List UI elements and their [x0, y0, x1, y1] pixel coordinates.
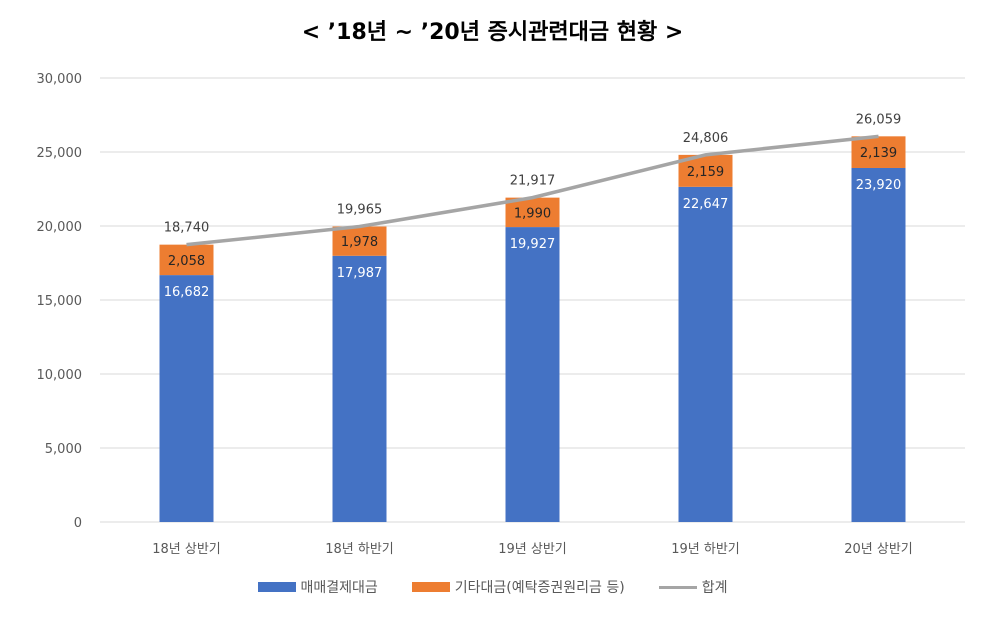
line-total — [186, 134, 879, 247]
data-label-total: 19,965 — [337, 203, 383, 218]
data-label-total: 24,806 — [683, 131, 729, 146]
data-label-other: 2,139 — [860, 146, 897, 161]
x-tick-label: 18년 하반기 — [325, 542, 394, 557]
legend-swatch — [411, 582, 450, 592]
legend-item-trade: 매매결제대금 — [257, 577, 378, 597]
y-tick-label: 15,000 — [37, 294, 83, 309]
data-label-other: 2,058 — [168, 254, 205, 269]
x-tick-label: 18년 상반기 — [152, 542, 221, 557]
data-label-trade: 22,647 — [683, 197, 729, 212]
bar-other — [851, 136, 906, 168]
bar-other — [332, 226, 387, 256]
x-tick-label: 20년 상반기 — [844, 542, 913, 557]
legend: 매매결제대금 기타대금(예탁증권원리금 등) 합계 — [0, 577, 985, 597]
data-label-trade: 23,920 — [856, 178, 902, 193]
data-label-other: 2,159 — [687, 165, 724, 180]
legend-swatch — [658, 585, 697, 589]
x-tick-label: 19년 하반기 — [671, 542, 740, 557]
data-label-other: 1,990 — [514, 206, 551, 221]
data-label-total: 18,740 — [164, 221, 210, 236]
bar-trade — [505, 227, 560, 523]
data-label-total: 26,059 — [856, 112, 902, 127]
legend-label: 합계 — [701, 580, 728, 596]
bar-trade — [678, 186, 733, 522]
data-label-other: 1,978 — [341, 235, 378, 250]
y-tick-label: 25,000 — [37, 146, 83, 161]
data-label-trade: 17,987 — [337, 266, 383, 281]
chart-title: < ’18년 ~ ’20년 증시관련대금 현황 > — [301, 20, 684, 45]
y-tick-label: 30,000 — [37, 72, 83, 87]
bar-trade — [851, 167, 906, 522]
legend-item-other: 기타대금(예탁증권원리금 등) — [411, 577, 625, 597]
legend-label: 매매결제대금 — [300, 580, 378, 596]
x-tick-label: 19년 상반기 — [498, 542, 567, 557]
bar-other — [159, 244, 214, 276]
y-tick-label: 20,000 — [37, 220, 83, 235]
legend-item-total: 합계 — [658, 577, 728, 597]
y-tick-label: 0 — [74, 516, 82, 531]
data-label-trade: 19,927 — [510, 237, 556, 252]
legend-label: 기타대금(예탁증권원리금 등) — [454, 580, 625, 596]
bar-other — [505, 197, 560, 228]
bar-trade — [332, 255, 387, 522]
y-tick-label: 5,000 — [45, 442, 82, 457]
data-label-total: 21,917 — [510, 174, 556, 189]
bar-trade — [159, 275, 214, 522]
legend-swatch — [257, 582, 296, 592]
data-label-trade: 16,682 — [164, 285, 210, 300]
y-tick-label: 10,000 — [37, 368, 83, 383]
